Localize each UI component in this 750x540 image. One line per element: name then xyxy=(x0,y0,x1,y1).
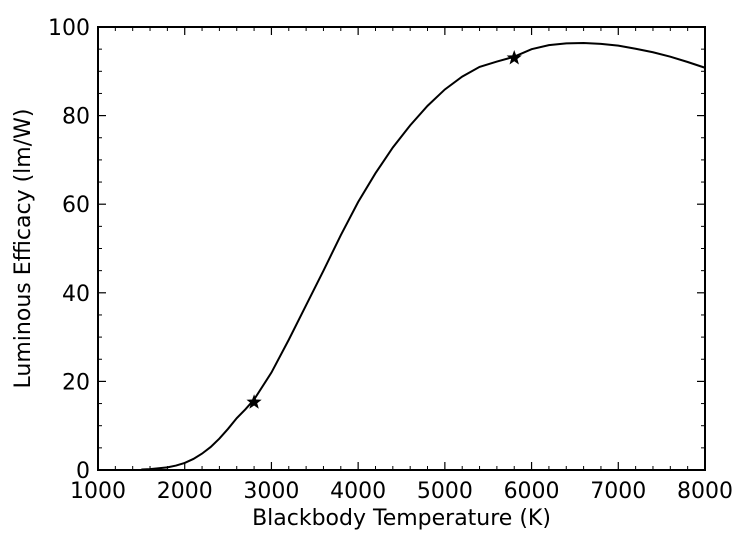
series-line xyxy=(141,41,706,471)
x-tick-label: 3000 xyxy=(243,479,299,504)
x-axis-label: Blackbody Temperature (K) xyxy=(252,506,551,531)
x-tick-label: 4000 xyxy=(330,479,386,504)
plot-frame xyxy=(97,26,706,471)
y-tick-label: 20 xyxy=(62,370,90,395)
star-marker xyxy=(506,50,522,65)
y-axis-label: Luminous Efficacy (lm/W) xyxy=(11,109,36,389)
x-tick-label: 5000 xyxy=(417,479,473,504)
tick-labels-layer: 1000 2000 3000 4000 5000 6000 7000 8000 0 20 40 60 8… xyxy=(48,16,733,504)
y-tick-label: 60 xyxy=(62,193,90,218)
ticks-layer xyxy=(97,26,706,471)
x-tick-label: 8000 xyxy=(677,479,733,504)
y-tick-label: 100 xyxy=(48,16,90,41)
x-tick-label: 1000 xyxy=(70,479,126,504)
x-tick-label: 6000 xyxy=(504,479,560,504)
y-tick-label: 40 xyxy=(62,282,90,307)
y-tick-label: 0 xyxy=(76,459,90,484)
star-marker xyxy=(246,394,262,409)
y-tick-label: 80 xyxy=(62,105,90,130)
x-tick-label: 2000 xyxy=(157,479,213,504)
x-tick-label: 7000 xyxy=(590,479,646,504)
markers-layer xyxy=(246,50,522,409)
